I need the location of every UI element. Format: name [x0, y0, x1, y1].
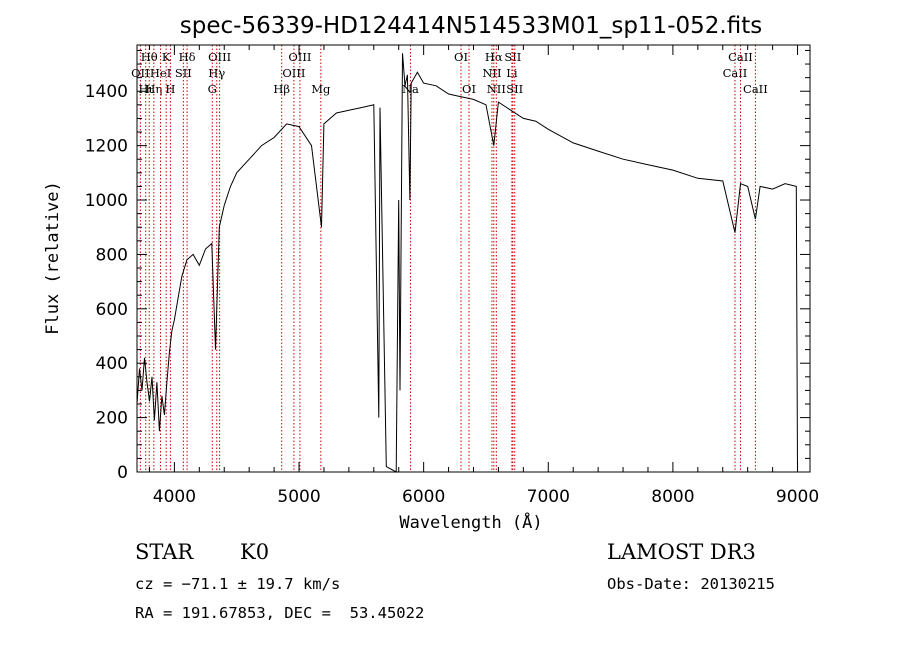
line-marker-label: H: [165, 82, 175, 96]
line-marker-label: CaII: [728, 50, 753, 64]
x-tick-label: 4000: [153, 487, 196, 507]
y-tick-label: 1000: [85, 191, 128, 211]
y-tick-label: 1200: [85, 137, 128, 157]
y-axis: 0 200 400 600 800 1000 1200 1400: [85, 49, 810, 483]
line-marker-label: CaII: [723, 66, 748, 80]
x-axis: 4000 5000 6000 7000 8000 9000: [148, 45, 819, 507]
line-marker-label: K: [162, 50, 171, 64]
chart-title: spec-56339-HD124414N514533M01_sp11-052.f…: [180, 13, 762, 39]
y-tick-label: 1400: [85, 82, 128, 102]
spectrum-line: [136, 53, 798, 473]
y-tick-label: 0: [117, 463, 128, 483]
line-marker-label: Hη: [145, 82, 162, 96]
object-subclass: K0: [240, 540, 270, 564]
line-marker-label: OIII: [208, 50, 231, 64]
line-marker-label: OI: [462, 82, 476, 96]
line-marker-label: OII: [131, 66, 150, 80]
line-marker-label: Mg: [311, 82, 331, 96]
x-tick-label: 9000: [776, 487, 819, 507]
line-marker-label: OI: [454, 50, 468, 64]
line-marker-label: OIII: [282, 66, 305, 80]
line-marker-label: Hβ: [273, 82, 290, 96]
y-axis-label: Flux (relative): [43, 181, 63, 335]
line-marker-label: SII: [175, 66, 192, 80]
x-tick-label: 6000: [402, 487, 445, 507]
line-marker-label: G: [208, 82, 217, 96]
x-axis-label: Wavelength (Å): [399, 511, 542, 533]
y-tick-label: 400: [96, 354, 128, 374]
line-marker-label: CaII: [743, 82, 768, 96]
y-tick-label: 200: [96, 409, 128, 429]
x-tick-label: 8000: [651, 487, 694, 507]
line-marker-label: Hθ: [141, 50, 158, 64]
redshift-text: cz = −71.1 ± 19.7 km/s: [135, 575, 341, 593]
y-tick-label: 800: [96, 245, 128, 265]
line-marker-label: NII: [487, 82, 506, 96]
line-marker-label: SII: [506, 82, 523, 96]
line-marker-label: Hδ: [179, 50, 196, 64]
plot-frame: [136, 44, 811, 473]
obs-date-text: Obs-Date: 20130215: [607, 575, 775, 593]
survey-name: LAMOST DR3: [607, 540, 756, 564]
line-marker-label: HeI: [150, 66, 171, 80]
x-tick-label: 5000: [277, 487, 320, 507]
line-marker-label: NII: [482, 66, 501, 80]
line-marker-label: OIII: [288, 50, 311, 64]
line-marker-label: Li: [506, 66, 518, 80]
line-marker-label: Hγ: [208, 66, 225, 80]
object-class: STAR: [135, 540, 194, 564]
line-marker-label: Na: [402, 82, 419, 96]
line-marker-label: SII: [504, 50, 521, 64]
x-tick-label: 7000: [527, 487, 570, 507]
line-marker-label: Hι: [138, 82, 153, 96]
line-marker-label: Hα: [485, 50, 503, 64]
y-tick-label: 600: [96, 300, 128, 320]
coordinates-text: RA = 191.67853, DEC = 53.45022: [135, 604, 425, 622]
